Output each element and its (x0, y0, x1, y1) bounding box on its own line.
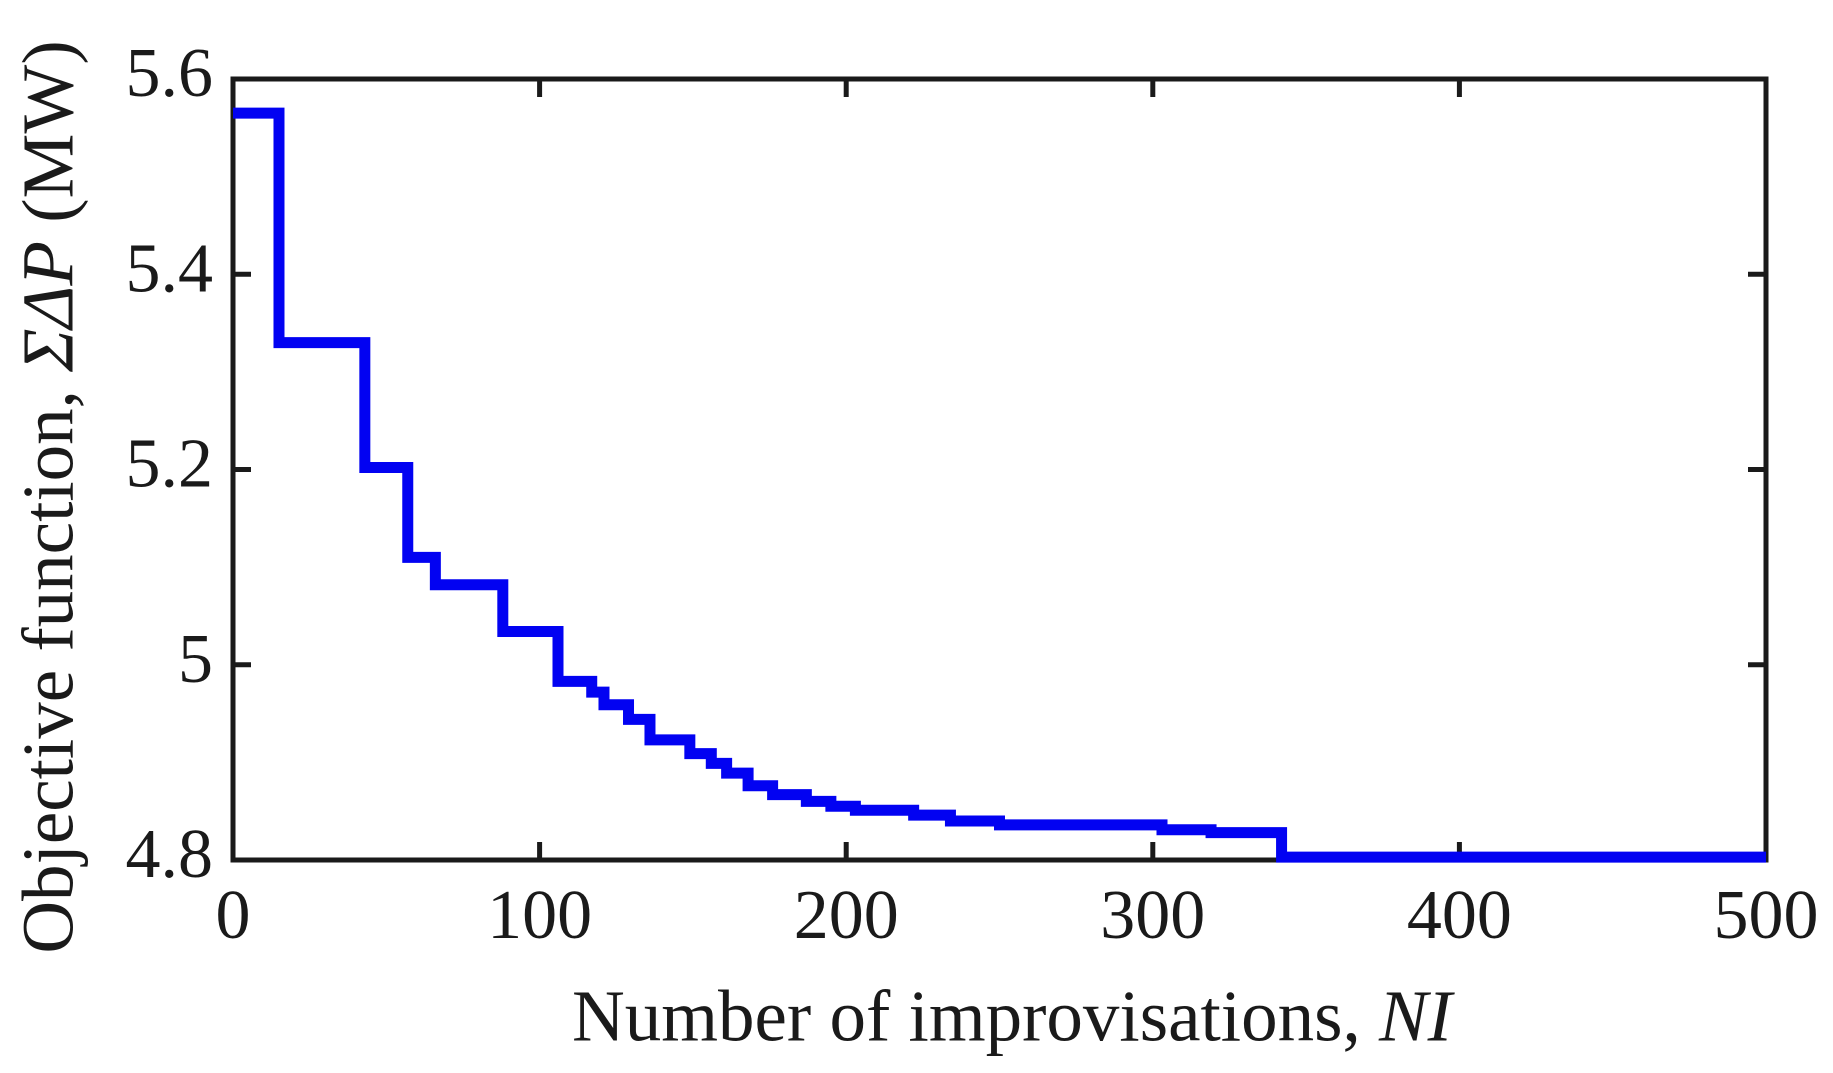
y-axis-label: Objective function, ΣΔP (MW) (8, 40, 89, 953)
x-tick-label: 300 (1100, 877, 1205, 954)
x-axis-label: Number of improvisations, NI (572, 980, 1452, 1053)
x-tick-label: 0 (216, 877, 251, 954)
y-tick-label: 4.8 (126, 816, 214, 893)
x-tick-label: 100 (487, 877, 592, 954)
y-axis-label-text: Objective function, (7, 371, 89, 954)
y-axis-label-symbol: ΣΔP (7, 241, 89, 372)
plot-box (230, 76, 1769, 863)
y-tick-label: 5.4 (126, 230, 214, 307)
objective-series-line (233, 107, 1766, 863)
x-tick-label: 400 (1407, 877, 1512, 954)
x-axis-label-text: Number of improvisations, (572, 975, 1379, 1057)
y-axis-label-unit: (MW) (7, 40, 89, 242)
y-tick-label: 5.2 (126, 426, 214, 503)
x-tick-label: 200 (794, 877, 899, 954)
x-axis-label-symbol: NI (1378, 975, 1452, 1057)
y-tick-label: 5.6 (126, 35, 214, 112)
x-tick-label: 500 (1714, 877, 1819, 954)
y-tick-label: 5 (178, 621, 213, 698)
